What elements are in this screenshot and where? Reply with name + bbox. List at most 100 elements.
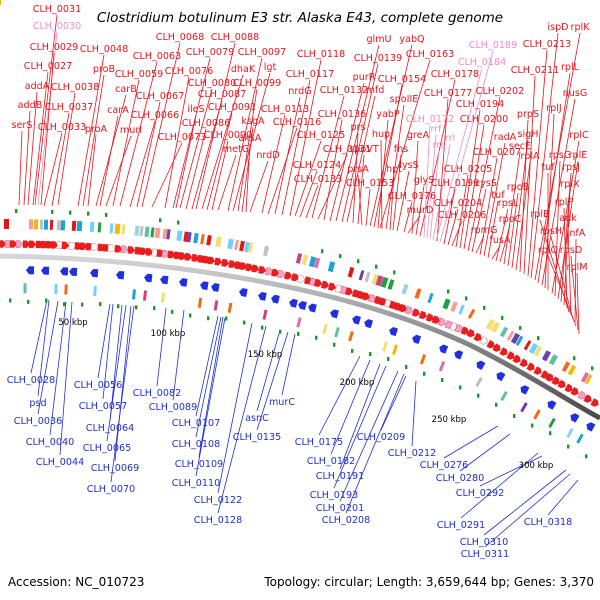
outer-gene-label: nrdG bbox=[288, 86, 311, 97]
outer-callout-line bbox=[211, 140, 229, 211]
outer-feature-block bbox=[541, 350, 552, 362]
inner-feature-block bbox=[322, 323, 328, 335]
outer-feature-block bbox=[3, 219, 10, 230]
outer-gene-label: CLH_0204 bbox=[434, 198, 482, 209]
forward-gene-arrow bbox=[139, 247, 148, 256]
outer-feature-block bbox=[234, 239, 239, 251]
outer-feature-block bbox=[427, 292, 434, 304]
outer-gene-label: CLH_0116 bbox=[273, 117, 321, 128]
outer-gene-label: nrdD bbox=[256, 150, 279, 161]
tick-mark bbox=[15, 209, 18, 214]
outer-callout-line bbox=[574, 238, 577, 323]
outer-gene-label: CLH_0117 bbox=[286, 69, 334, 80]
outer-gene-label: CLH_0027 bbox=[24, 61, 72, 72]
inner-callout-line bbox=[195, 316, 222, 438]
outer-gene-label: mfd bbox=[366, 85, 385, 96]
outer-callout-line bbox=[232, 72, 271, 212]
outer-gene-label: proA bbox=[85, 124, 108, 135]
outer-feature-block bbox=[109, 223, 114, 234]
outer-callout-line bbox=[34, 14, 58, 206]
tick-mark bbox=[339, 254, 342, 259]
reverse-gene-arrow bbox=[41, 266, 50, 275]
inner-gene-label: CLH_0028 bbox=[7, 375, 55, 386]
outer-callout-line bbox=[357, 174, 363, 226]
inner-callout-line bbox=[102, 303, 114, 400]
forward-gene-arrow bbox=[519, 358, 528, 367]
outer-gene-label: aksA bbox=[239, 133, 262, 144]
outer-callout-line bbox=[365, 188, 371, 227]
tick-mark bbox=[207, 316, 210, 321]
outer-callout-line bbox=[407, 215, 421, 234]
outer-gene-label: rplX bbox=[560, 179, 580, 190]
tick-mark bbox=[387, 357, 390, 362]
tick-mark bbox=[441, 377, 444, 382]
outer-callout-line bbox=[323, 119, 343, 221]
forward-gene-arrow bbox=[314, 278, 323, 287]
tick-mark bbox=[225, 316, 228, 321]
forward-gene-arrow bbox=[61, 241, 70, 250]
genome-stats-label: Topology: circular; Length: 3,659,644 bp… bbox=[263, 575, 594, 589]
outer-colored-feature-track bbox=[0, 0, 593, 385]
reverse-gene-arrow bbox=[144, 273, 153, 283]
outer-gene-label: rpoC bbox=[499, 214, 522, 225]
outer-gene-label: murI bbox=[120, 125, 142, 136]
outer-gene-label: rplO bbox=[538, 245, 559, 256]
forward-gene-arrow bbox=[127, 246, 136, 254]
inner-callout-line bbox=[547, 479, 579, 516]
kbp-scale-labels: 50 kbp 100 kbp 150 kbp 200 kbp 250 kbp 300 kb… bbox=[58, 318, 553, 471]
outer-gene-label: CLH_0080 bbox=[188, 78, 236, 89]
reverse-gene-arrow bbox=[90, 268, 99, 278]
outer-gene-label: dhaK bbox=[231, 64, 256, 75]
outer-gene-label: rplM bbox=[567, 262, 588, 273]
outer-callout-line bbox=[141, 42, 181, 208]
outer-callout-lines bbox=[18, 14, 581, 335]
outer-gene-label: proB bbox=[93, 64, 115, 75]
forward-gene-arrow bbox=[239, 262, 248, 271]
forward-gene-arrow bbox=[512, 354, 521, 364]
outer-feature-block bbox=[295, 253, 303, 264]
reverse-gene-arrow bbox=[298, 301, 307, 310]
outer-gene-label: addA bbox=[25, 81, 50, 92]
forward-gene-arrow bbox=[506, 351, 515, 360]
forward-gene-arrow bbox=[120, 245, 129, 254]
tick-mark bbox=[315, 335, 318, 340]
tick-mark bbox=[393, 270, 396, 275]
inner-gene-label: CLH_0057 bbox=[79, 401, 127, 412]
outer-callout-line bbox=[317, 154, 348, 220]
tick-mark bbox=[333, 342, 336, 347]
tick-mark bbox=[495, 402, 498, 407]
forward-gene-arrow bbox=[277, 269, 286, 279]
outer-callout-line bbox=[18, 130, 23, 206]
inner-feature-block bbox=[262, 309, 268, 320]
inner-gene-label: CLH_0108 bbox=[172, 439, 220, 450]
forward-gene-arrow bbox=[486, 340, 495, 349]
forward-gene-arrow bbox=[557, 379, 566, 389]
outer-callout-line bbox=[415, 185, 425, 236]
inner-gene-label: CLH_0182 bbox=[307, 456, 355, 467]
kbp-label: 50 kbp bbox=[58, 318, 87, 328]
outer-gene-label: CLH_0090 bbox=[204, 130, 252, 141]
inner-callout-line bbox=[156, 307, 167, 387]
reverse-gene-arrow bbox=[116, 270, 125, 280]
reverse-gene-arrow bbox=[352, 315, 361, 325]
outer-feature-block bbox=[510, 332, 521, 345]
inner-gene-label: CLH_0310 bbox=[460, 537, 508, 548]
outer-gene-label: CLH_0059 bbox=[115, 69, 163, 80]
forward-gene-arrow bbox=[361, 292, 371, 301]
outer-callout-line bbox=[507, 192, 519, 267]
reverse-gene-arrow bbox=[258, 291, 267, 301]
outer-gene-label: CLH_0073 bbox=[158, 132, 206, 143]
outer-gene-label: rpoB bbox=[507, 182, 530, 193]
inner-callout-line bbox=[97, 303, 111, 379]
outer-callout-line bbox=[37, 31, 58, 206]
outer-feature-block bbox=[523, 340, 532, 351]
outer-feature-block bbox=[89, 221, 95, 233]
outer-callout-line bbox=[311, 95, 345, 219]
outer-callout-line bbox=[40, 52, 55, 206]
outer-feature-block bbox=[28, 219, 34, 230]
outer-callout-line bbox=[503, 151, 521, 265]
outer-feature-block bbox=[515, 335, 524, 346]
inner-callout-line bbox=[172, 309, 185, 401]
forward-gene-arrow bbox=[22, 240, 31, 248]
outer-gene-label: lgt bbox=[264, 62, 277, 73]
